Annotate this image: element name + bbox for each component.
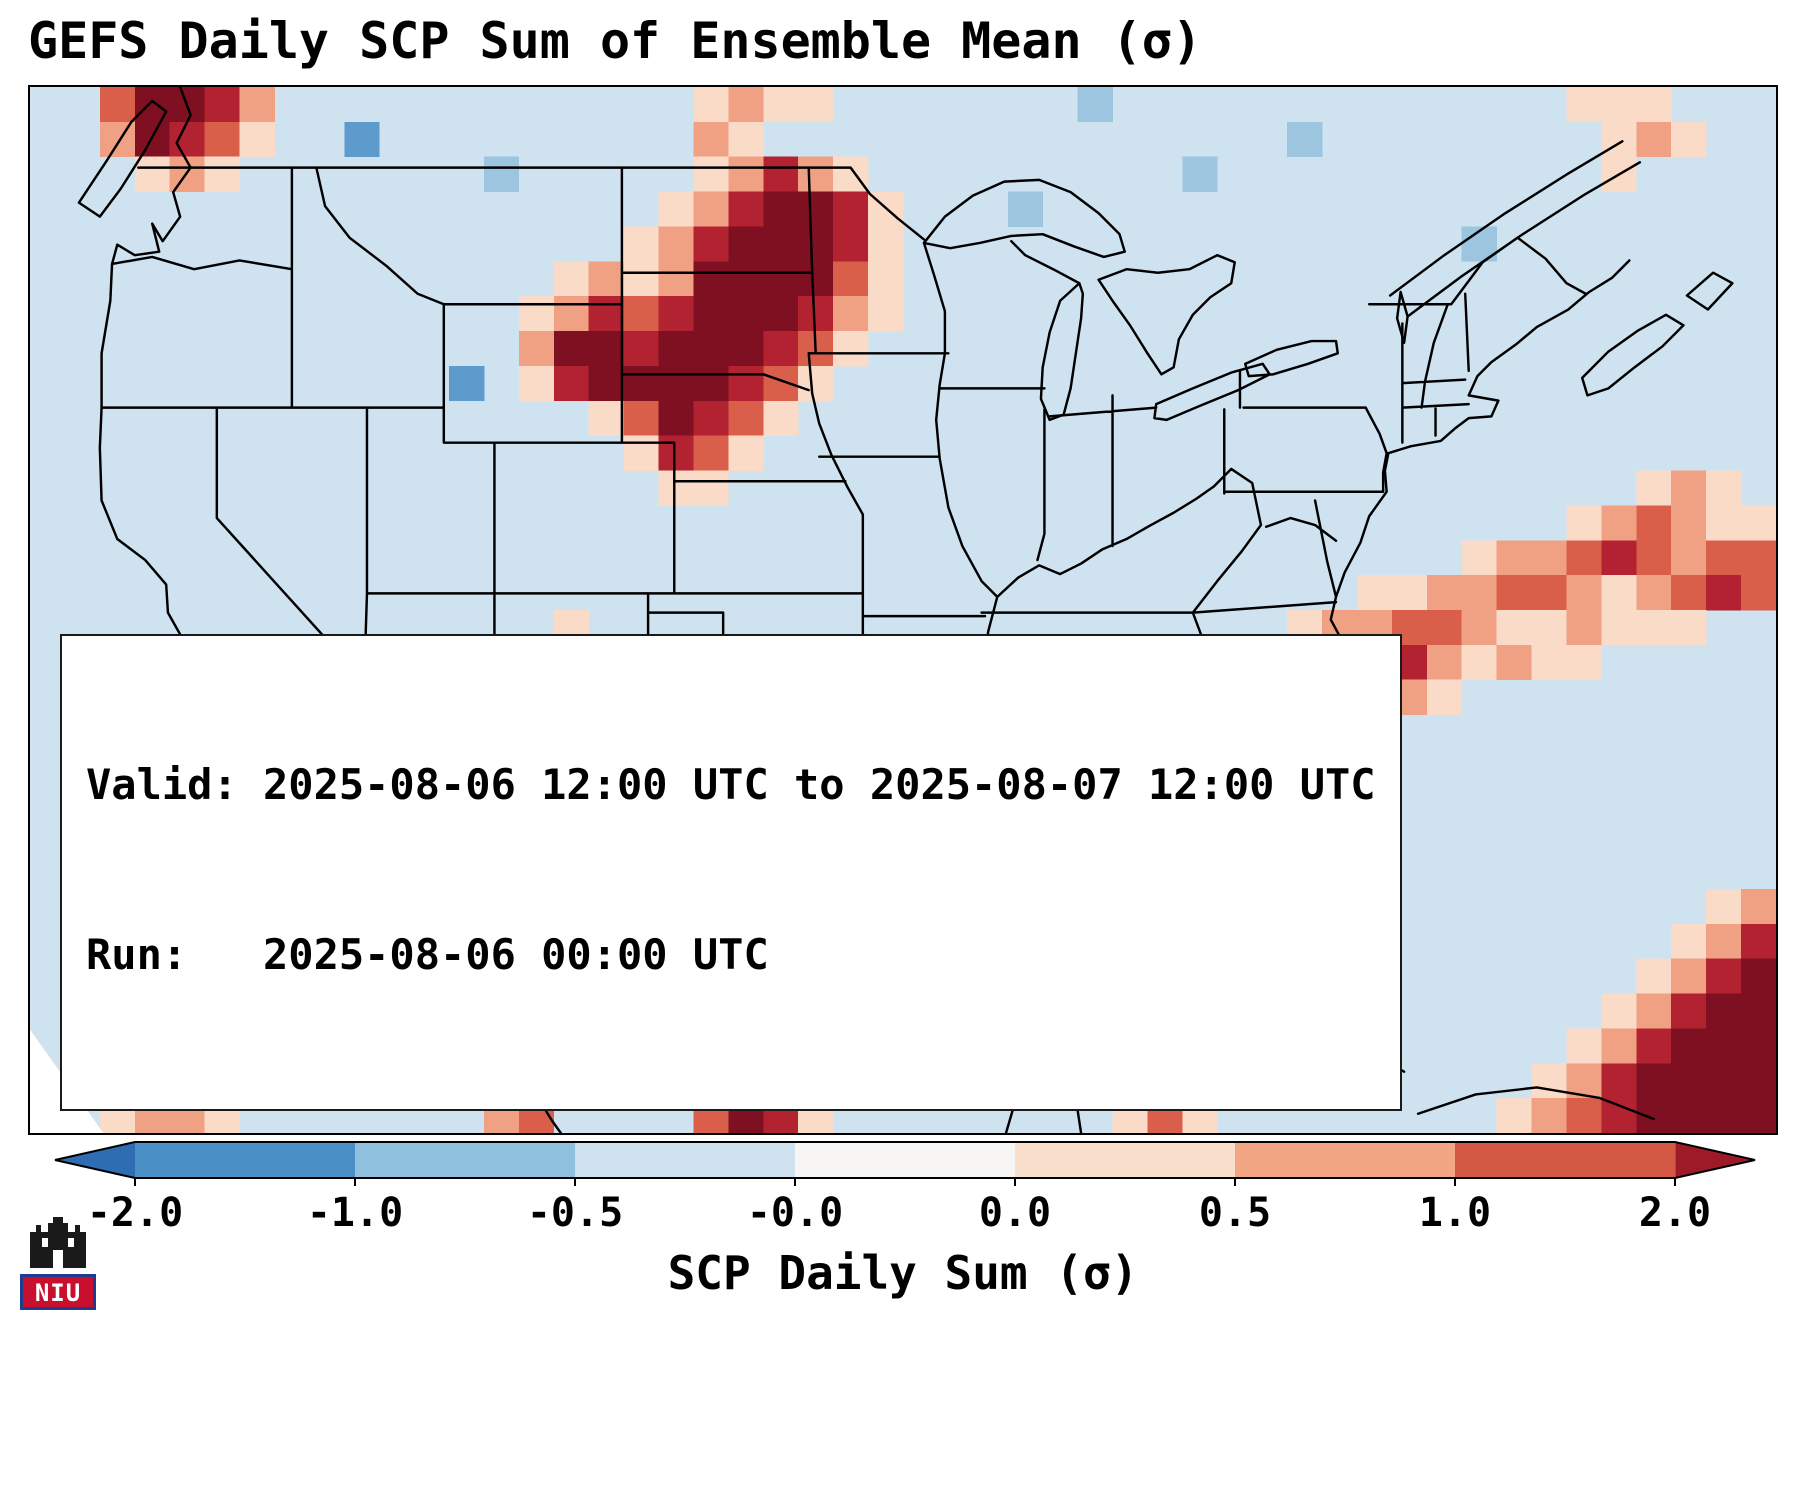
svg-text:-1.0: -1.0 xyxy=(307,1190,403,1236)
niu-logo: NIU xyxy=(20,1206,96,1310)
canada-border-path xyxy=(137,140,1734,397)
run-line: Run: 2025-08-06 00:00 UTC xyxy=(86,929,769,979)
castle-icon xyxy=(30,1217,86,1268)
svg-text:1.0: 1.0 xyxy=(1419,1190,1491,1236)
svg-text:2.0: 2.0 xyxy=(1639,1190,1711,1236)
great-lakes-path xyxy=(922,178,1339,422)
colorbar-label: SCP Daily Sum (σ) xyxy=(667,1246,1139,1300)
svg-text:0.5: 0.5 xyxy=(1199,1190,1271,1236)
valid-line: Valid: 2025-08-06 12:00 UTC to 2025-08-0… xyxy=(86,759,1376,809)
svg-text:-0.5: -0.5 xyxy=(527,1190,623,1236)
svg-text:0.0: 0.0 xyxy=(979,1190,1051,1236)
valid-run-info-box: Valid: 2025-08-06 12:00 UTC to 2025-08-0… xyxy=(60,633,1402,1111)
niu-logo-text: NIU xyxy=(20,1274,96,1310)
svg-text:-2.0: -2.0 xyxy=(87,1190,183,1236)
figure-title: GEFS Daily SCP Sum of Ensemble Mean (σ) xyxy=(28,12,1202,70)
colorbar: -2.0 -1.0 -0.5 -0.0 0.0 0.5 1.0 2.0 xyxy=(54,1141,1756,1236)
map-panel: Valid: 2025-08-06 12:00 UTC to 2025-08-0… xyxy=(28,85,1778,1135)
state-borders-west-path xyxy=(100,166,950,793)
svg-text:-0.0: -0.0 xyxy=(747,1190,843,1236)
